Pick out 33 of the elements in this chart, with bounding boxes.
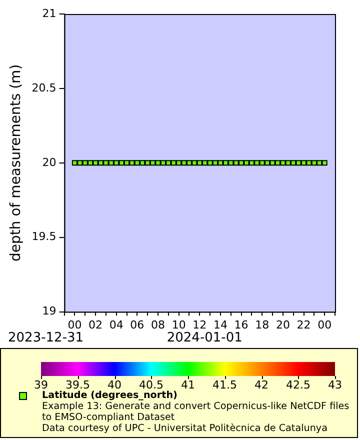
text: Data courtesy of UPC - Universitat Politècnica de Catalunya (42, 423, 328, 434)
x-tick-label: 00 (68, 318, 82, 332)
text: 2023-12-31 (8, 330, 84, 346)
color-bar-label: 42 (254, 378, 268, 392)
x-tick-label: 08 (151, 318, 165, 332)
y-tick-label: 20.5 (32, 81, 56, 94)
color-bar-label: 39.5 (66, 378, 90, 392)
y-axis-title: depth of measurements (m) (8, 64, 24, 262)
x-tick-label: 04 (109, 318, 124, 332)
x-tick-label: 18 (255, 318, 270, 332)
x-tick-label: 10 (172, 318, 186, 332)
color-bar-label: 41 (181, 378, 195, 392)
y-tick-label: 21 (42, 6, 56, 20)
x-tick-label: 00 (318, 318, 332, 332)
x-tick-label: 16 (234, 318, 248, 332)
x-tick-label: 14 (213, 318, 228, 332)
color-bar-label: 42.5 (286, 378, 310, 392)
color-bar-label: 39 (34, 378, 48, 392)
color-bar-label: 40 (108, 378, 122, 392)
text: Example 13: Generate and convert Copernicus-like NetCDF files to EMSO-compliant Dataset (42, 401, 350, 423)
y-tick-label: 19 (42, 304, 56, 318)
color-bar-label: 41.5 (212, 378, 237, 392)
color-bar-label: 40.5 (139, 378, 164, 392)
x-tick-label: 02 (88, 318, 103, 332)
x-tick-label: 22 (296, 318, 311, 332)
x-tick-label: 12 (192, 318, 207, 332)
x-tick-label: 06 (130, 318, 144, 332)
y-tick-label: 19.5 (32, 230, 56, 244)
x-tick-label: 20 (276, 318, 290, 332)
color-bar-label: 43 (328, 378, 342, 392)
text: 2024-01-01 (166, 330, 242, 346)
y-tick-label: 20 (42, 156, 56, 169)
color-bar-title: Latitude (degrees_north) (42, 390, 178, 401)
